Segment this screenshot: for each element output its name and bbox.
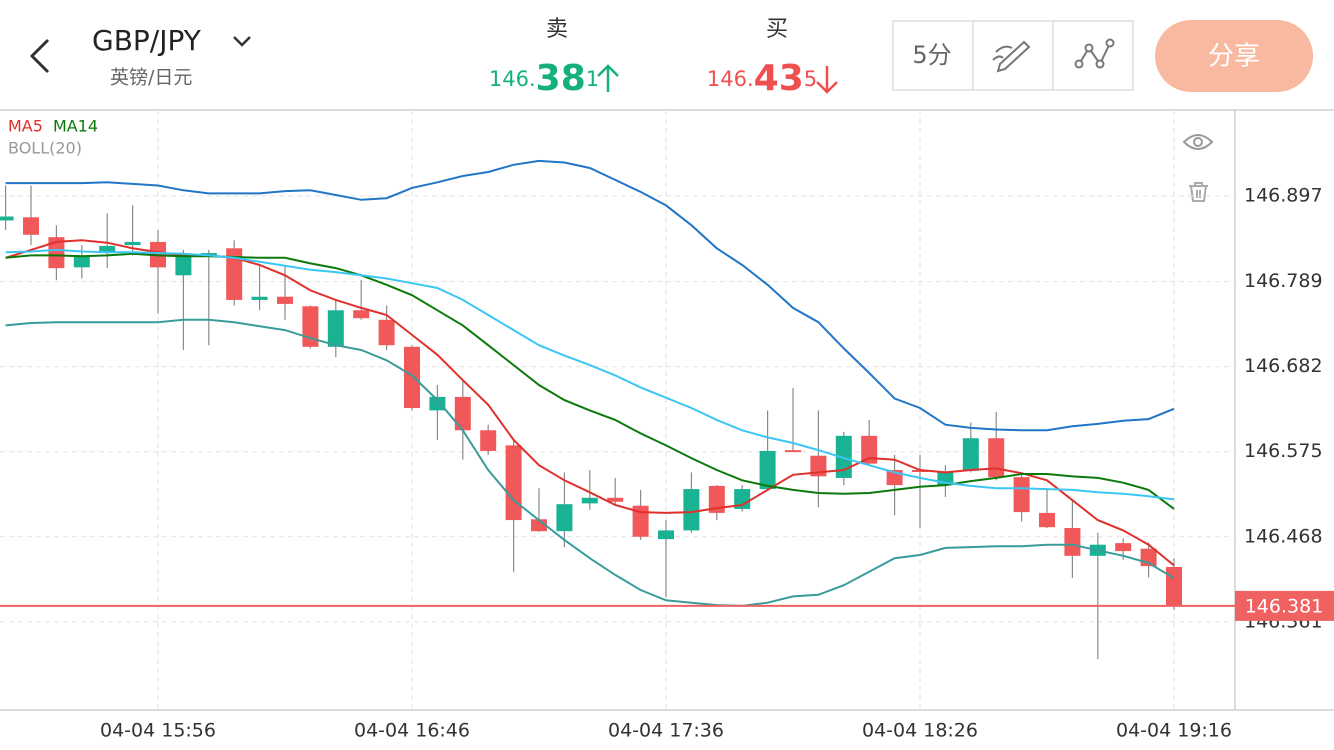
candle-body xyxy=(734,489,751,509)
interval-button[interactable]: 5分 xyxy=(912,41,951,69)
candle-body xyxy=(353,310,370,319)
candle-body xyxy=(378,319,395,346)
candle-body xyxy=(404,346,420,409)
candle-body xyxy=(632,505,649,537)
candle-body xyxy=(785,450,801,453)
sell-label: 卖 xyxy=(546,17,568,42)
candle-body xyxy=(251,296,268,300)
candle-body xyxy=(556,504,573,532)
price-lead: 146. xyxy=(707,67,754,91)
candle-body xyxy=(607,497,624,502)
candle-body xyxy=(175,255,192,276)
visibility-toggle[interactable] xyxy=(1182,134,1214,150)
candle-body xyxy=(327,310,344,347)
candle-body xyxy=(1039,512,1055,528)
indicator-button[interactable] xyxy=(1074,38,1115,69)
legend-item: MA5 xyxy=(8,117,43,136)
share-button[interactable] xyxy=(1155,20,1313,92)
candle-body xyxy=(531,519,547,532)
price-tail: 5 xyxy=(804,67,817,91)
sell-up-arrow xyxy=(597,64,619,92)
price-big: 38 xyxy=(536,58,586,99)
legend-item: BOLL(20) xyxy=(8,139,82,158)
last-price-box xyxy=(1235,590,1334,621)
candle-body xyxy=(683,489,700,531)
candle-body xyxy=(0,216,14,221)
candle-body xyxy=(23,217,39,235)
candle-body xyxy=(302,306,319,347)
x-tick-label: 04-04 15:56 xyxy=(100,720,216,742)
candle-body xyxy=(454,396,471,431)
candle-body xyxy=(99,245,116,253)
candle-body xyxy=(1064,528,1081,556)
candle-body xyxy=(505,445,522,521)
x-tick-label: 04-04 17:36 xyxy=(608,720,724,742)
price-big: 43 xyxy=(754,58,804,99)
candle-body xyxy=(658,530,674,540)
x-tick-label: 04-04 16:46 xyxy=(354,720,470,742)
draw-tool-button[interactable] xyxy=(992,40,1031,73)
pair-title[interactable]: GBP/JPY xyxy=(92,24,202,57)
toolbar xyxy=(892,20,1134,91)
indicator-line xyxy=(5,252,1175,510)
candle-body xyxy=(124,241,141,246)
candle-body xyxy=(48,237,65,269)
candle-body xyxy=(1013,477,1030,513)
x-tick-label: 04-04 19:16 xyxy=(1116,720,1232,742)
buy-down-arrow xyxy=(816,66,838,94)
candle-body xyxy=(429,396,446,411)
y-tick-label: 146.897 xyxy=(1244,184,1323,206)
candle-body xyxy=(581,497,598,504)
indicator-line xyxy=(5,318,1175,607)
y-tick-label: 146.789 xyxy=(1244,270,1323,292)
candle-body xyxy=(1115,543,1132,552)
x-tick-label: 04-04 18:26 xyxy=(862,720,978,742)
last-price-label: 146.381 xyxy=(1245,595,1324,617)
indicator-line xyxy=(5,248,1175,501)
price-lead: 146. xyxy=(489,67,536,91)
back-button[interactable] xyxy=(29,38,50,74)
indicator-line xyxy=(5,239,1175,567)
sell-price: 146.381 xyxy=(489,58,599,99)
candle-body xyxy=(480,430,497,451)
candle-body xyxy=(226,248,243,300)
indicator-line xyxy=(5,159,1175,432)
plot: 146.897 146.789 146.682 146.575 146.468 146.3… xyxy=(0,110,1334,742)
delete-button[interactable] xyxy=(1189,182,1208,202)
buy-price: 146.435 xyxy=(707,58,817,99)
legend-item: MA14 xyxy=(53,117,98,136)
candle-body xyxy=(73,255,90,268)
buy-label: 买 xyxy=(766,17,788,42)
pair-dropdown[interactable] xyxy=(233,36,251,47)
candle-body xyxy=(708,485,725,513)
candle-body xyxy=(277,296,293,304)
candle-body xyxy=(1166,566,1182,606)
candle-body xyxy=(988,438,1005,478)
candle-body xyxy=(962,438,979,471)
pair-subtitle: 英镑/日元 xyxy=(110,67,192,89)
share-label[interactable]: 分享 xyxy=(1208,42,1260,72)
y-tick-label: 146.682 xyxy=(1244,355,1323,377)
candle-body xyxy=(861,435,878,464)
y-tick-label: 146.575 xyxy=(1244,440,1323,462)
y-tick-label: 146.468 xyxy=(1244,525,1323,547)
price-tail: 1 xyxy=(586,67,599,91)
candle-body xyxy=(759,450,776,490)
